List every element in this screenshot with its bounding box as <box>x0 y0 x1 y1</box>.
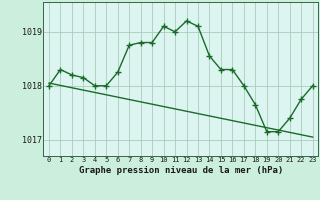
X-axis label: Graphe pression niveau de la mer (hPa): Graphe pression niveau de la mer (hPa) <box>79 166 283 175</box>
